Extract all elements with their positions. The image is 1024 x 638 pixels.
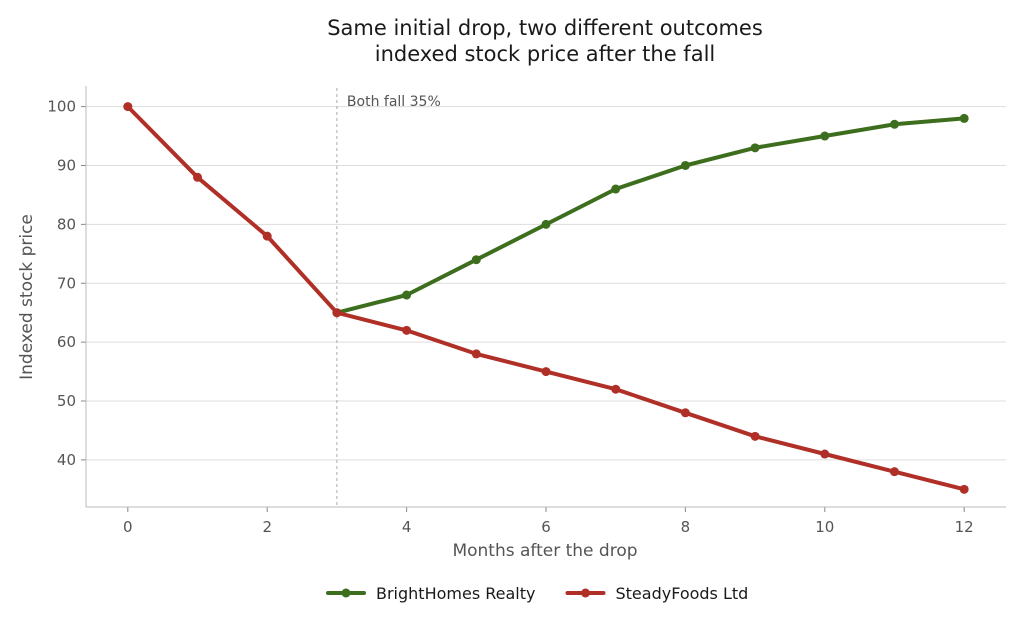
legend-label: BrightHomes Realty	[376, 584, 535, 603]
x-tick-label: 12	[955, 518, 974, 536]
data-point	[750, 143, 760, 153]
x-tick-label: 4	[402, 518, 412, 536]
y-tick-label: 90	[57, 156, 76, 174]
data-point	[889, 119, 899, 129]
legend-marker	[580, 588, 590, 598]
y-axis-label: Indexed stock price	[17, 214, 37, 380]
chart-subtitle: indexed stock price after the fall	[375, 42, 716, 66]
data-point	[193, 172, 203, 182]
data-point	[123, 102, 133, 112]
y-tick-label: 40	[57, 451, 76, 469]
data-point	[541, 219, 551, 229]
data-point	[680, 160, 690, 170]
y-tick-label: 70	[57, 274, 76, 292]
x-tick-label: 6	[541, 518, 551, 536]
data-point	[611, 184, 621, 194]
x-axis-label: Months after the drop	[452, 541, 637, 561]
legend-item: BrightHomes Realty	[326, 584, 535, 603]
legend: BrightHomes Realty SteadyFoods Ltd	[326, 584, 748, 603]
data-point	[680, 408, 690, 418]
axes	[81, 86, 1006, 512]
legend-item: SteadyFoods Ltd	[565, 584, 748, 603]
x-tick-label: 8	[681, 518, 691, 536]
annotation-label: Both fall 35%	[347, 94, 441, 110]
data-point	[889, 467, 899, 477]
data-point	[471, 349, 481, 359]
x-tick-label: 10	[815, 518, 834, 536]
data-point	[402, 325, 412, 335]
x-tick-label: 2	[262, 518, 272, 536]
series-line	[334, 116, 967, 315]
data-point	[820, 131, 830, 141]
annotation-layer: Both fall 35%	[336, 88, 441, 507]
data-point	[471, 255, 481, 265]
data-point	[262, 231, 272, 241]
legend-marker	[341, 588, 351, 598]
y-tick-label: 60	[57, 333, 76, 351]
data-point	[611, 384, 621, 394]
data-point	[541, 367, 551, 377]
data-point	[750, 431, 760, 441]
series-layer	[123, 102, 969, 494]
data-point	[332, 308, 342, 318]
data-point	[402, 290, 412, 300]
data-point	[820, 449, 830, 459]
series-1	[123, 102, 969, 494]
y-tick-label: 50	[57, 392, 76, 410]
x-tick-label: 0	[123, 518, 133, 536]
tick-labels: 40 50 60 70 80 90 100 0 2 4 6 8 10 12	[47, 98, 973, 536]
data-point	[959, 484, 969, 494]
series-line	[125, 104, 967, 492]
y-tick-label: 80	[57, 215, 76, 233]
chart-title: Same initial drop, two different outcome…	[327, 16, 763, 40]
legend-label: SteadyFoods Ltd	[615, 584, 748, 603]
y-tick-label: 100	[47, 98, 76, 116]
series-0	[332, 113, 969, 318]
data-point	[959, 113, 969, 123]
grid-lines	[86, 106, 1006, 461]
